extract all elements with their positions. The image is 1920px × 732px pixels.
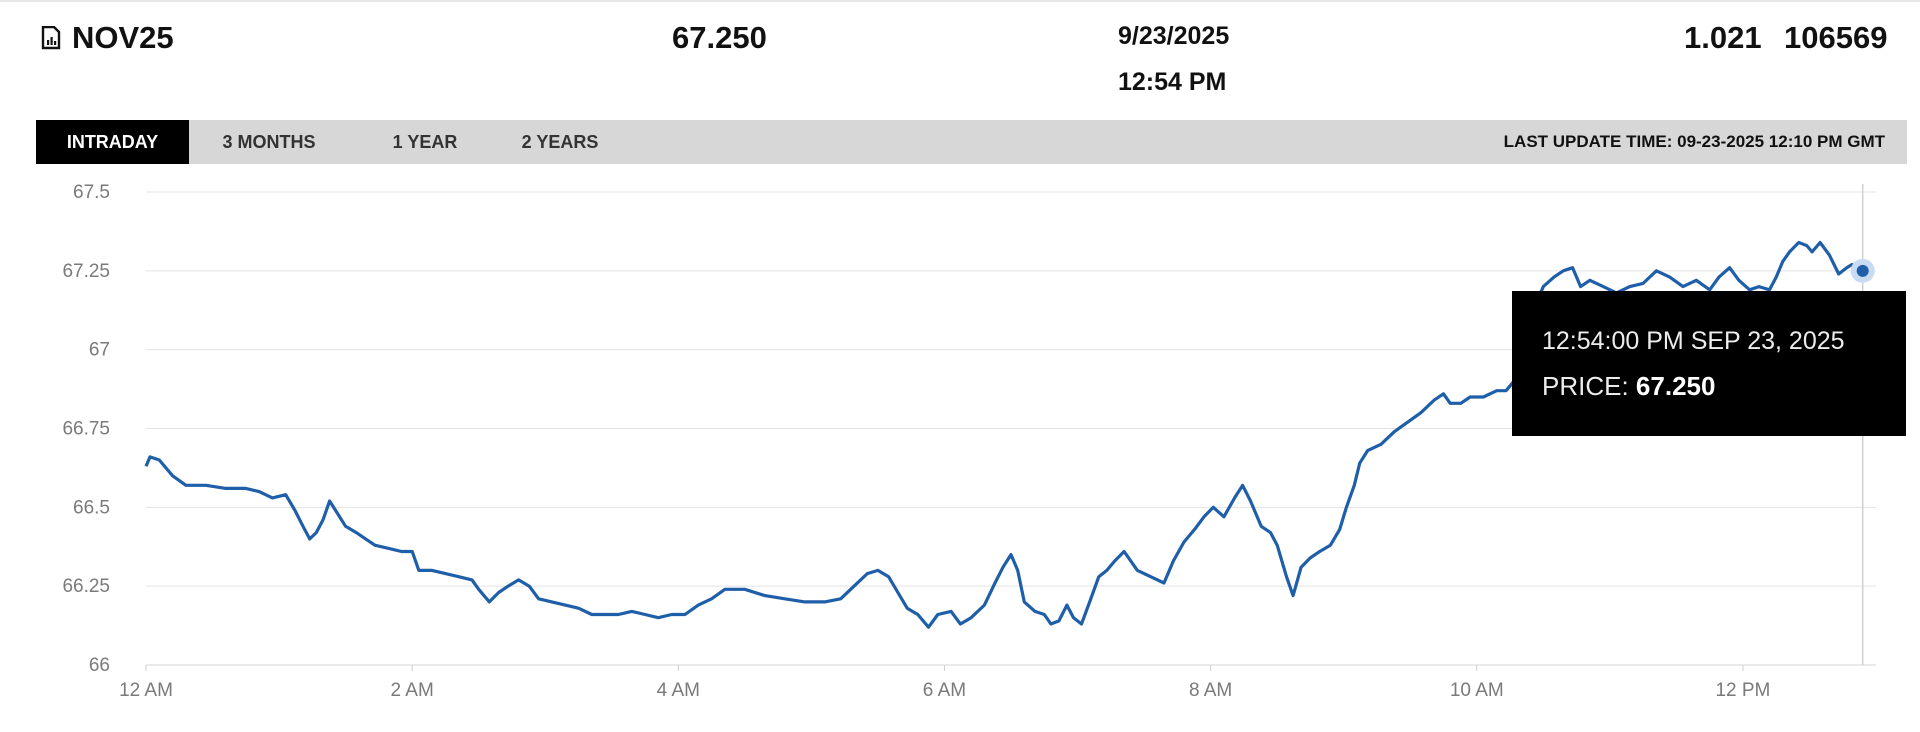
y-tick-label: 66.25 (62, 576, 110, 597)
price-tooltip: 12:54:00 PM SEP 23, 2025 PRICE: 67.250 (1512, 291, 1906, 436)
price-chart[interactable]: 66 66.25 66.5 66.75 67 67.25 67.5 12 AM 2 AM 4 A… (0, 170, 1920, 732)
last-update-time: LAST UPDATE TIME: 09-23-2025 12:10 PM GM… (1503, 132, 1885, 151)
quote-time: 12:54 PM (1118, 68, 1227, 96)
y-tick-label: 67.25 (62, 261, 110, 282)
y-tick-label: 66.75 (62, 419, 110, 440)
y-tick-label: 66.5 (73, 497, 110, 518)
y-tick-label: 66 (89, 655, 110, 676)
quote-date: 9/23/2025 (1118, 22, 1230, 50)
y-tick-label: 67 (89, 340, 110, 361)
tooltip-price-value: 67.250 (1635, 371, 1716, 401)
x-tick-label: 6 AM (923, 680, 966, 701)
tab-intraday[interactable]: INTRADAY (36, 120, 189, 164)
range-tab-bar: INTRADAY 3 MONTHS 1 YEAR 2 YEARS LAST UP… (36, 120, 1907, 164)
x-tick-label: 12 AM (119, 680, 173, 701)
tab-3-months[interactable]: 3 MONTHS (222, 132, 316, 152)
x-tick-label: 12 PM (1715, 680, 1770, 701)
tab-2-years[interactable]: 2 YEARS (521, 132, 599, 152)
tooltip-price: PRICE: 67.250 (1542, 371, 1715, 402)
last-price: 67.250 (672, 20, 767, 55)
x-axis-ticks: 12 AM 2 AM 4 AM 6 AM 8 AM 10 AM 12 PM (119, 665, 1770, 701)
contract-symbol: NOV25 (40, 20, 174, 56)
tab-1-year[interactable]: 1 YEAR (392, 132, 458, 152)
y-tick-label: 67.5 (73, 182, 110, 203)
x-tick-label: 8 AM (1189, 680, 1232, 701)
x-tick-label: 10 AM (1450, 680, 1504, 701)
x-tick-label: 4 AM (657, 680, 700, 701)
price-series-line (144, 240, 1864, 629)
price-change: 1.021 (1684, 20, 1762, 55)
highlight-point[interactable] (1856, 264, 1869, 277)
y-axis-ticks: 66 66.25 66.5 66.75 67 67.25 67.5 (62, 182, 110, 676)
top-divider (0, 0, 1920, 2)
tooltip-price-label: PRICE: (1542, 371, 1629, 401)
tooltip-timestamp: 12:54:00 PM SEP 23, 2025 (1542, 327, 1845, 355)
volume: 106569 (1784, 20, 1888, 55)
x-tick-label: 2 AM (390, 680, 433, 701)
symbol-label: NOV25 (72, 20, 174, 55)
document-chart-icon (41, 26, 61, 50)
quote-header: NOV25 67.250 9/23/2025 12:54 PM 1.021 10… (0, 0, 1920, 118)
